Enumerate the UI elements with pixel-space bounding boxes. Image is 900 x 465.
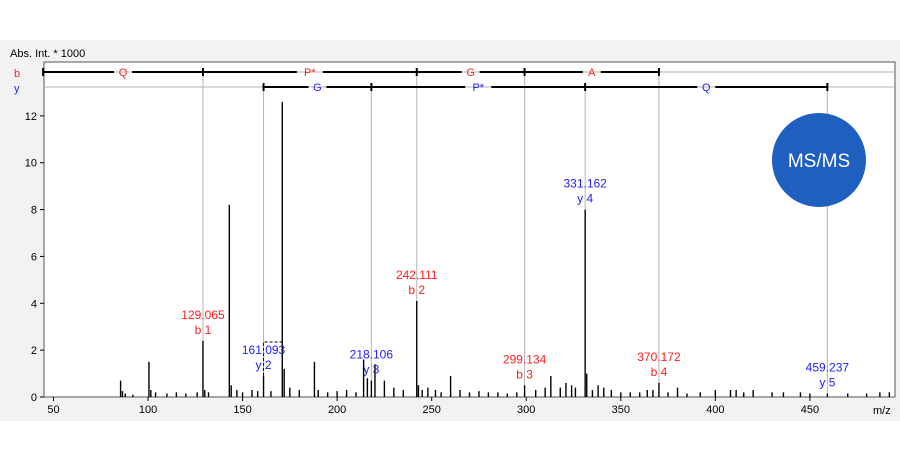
b-ladder-residue: A xyxy=(588,67,596,79)
y-tick-label: 0 xyxy=(31,392,37,404)
y-axis-label: Abs. Int. * 1000 xyxy=(10,48,85,60)
peak-ion-label: y 4 xyxy=(577,192,593,206)
peak-ion-label: b 1 xyxy=(195,323,212,337)
y-ladder-residue: G xyxy=(313,82,322,94)
axes: 50 100 150 200 250 300 350 400 450 0 2 4 6 8 10 12 xyxy=(25,111,819,416)
y-tick-label: 4 xyxy=(31,298,37,310)
x-tick-label: 300 xyxy=(517,404,535,416)
b-ladder-residue: Q xyxy=(119,67,128,79)
b-ladder-residue: G xyxy=(466,67,475,79)
y-tick-label: 8 xyxy=(31,205,37,217)
y-tick-label: 12 xyxy=(25,111,37,123)
x-tick-label: 200 xyxy=(328,404,346,416)
peak-mz-label: 129.065 xyxy=(181,308,225,322)
peak-mz-label: 331.162 xyxy=(563,177,607,191)
x-axis-label: m/z xyxy=(873,405,891,417)
peak-mz-label: 370.172 xyxy=(637,350,681,364)
y-tick-label: 10 xyxy=(25,158,37,170)
badge-label: MS/MS xyxy=(788,151,850,172)
peak-ion-label: b 4 xyxy=(651,365,668,379)
x-tick-label: 350 xyxy=(612,404,630,416)
y-tick-label: 2 xyxy=(31,345,37,357)
peak-ion-label: y 2 xyxy=(256,358,272,372)
y-ladder-residue: Q xyxy=(702,82,711,94)
x-tick-label: 50 xyxy=(47,404,59,416)
peak-ion-label: b 2 xyxy=(408,283,425,297)
x-tick-label: 100 xyxy=(139,404,157,416)
peak-mz-label: 299.134 xyxy=(503,352,547,366)
peak-ion-label: y 3 xyxy=(363,363,379,377)
x-tick-label: 150 xyxy=(233,404,251,416)
peak-ion-label: y 5 xyxy=(819,375,835,389)
y-ladder-residue: P* xyxy=(472,82,484,94)
peak-mz-label: 242.111 xyxy=(396,268,438,282)
b-ladder-residue: P* xyxy=(304,67,316,79)
peak-mz-label: 161.093 xyxy=(242,343,286,357)
badge-circle xyxy=(772,113,866,207)
peak-bars xyxy=(119,101,891,397)
peak-ion-label: b 3 xyxy=(516,367,533,381)
peak-mz-label: 459.237 xyxy=(806,360,850,374)
plot-area xyxy=(43,61,896,398)
b-series-label: b xyxy=(14,68,20,80)
dashed-connector xyxy=(263,341,283,376)
x-tick-label: 250 xyxy=(422,404,440,416)
sequence-ladders: Q P* G A G P* Q xyxy=(42,67,829,94)
x-tick-label: 450 xyxy=(801,404,819,416)
y-series-label: y xyxy=(14,83,20,95)
x-tick-label: 400 xyxy=(706,404,724,416)
msms-badge: MS/MS xyxy=(772,113,866,207)
peak-mz-label: 218.106 xyxy=(350,348,394,362)
y-tick-label: 6 xyxy=(31,251,37,263)
